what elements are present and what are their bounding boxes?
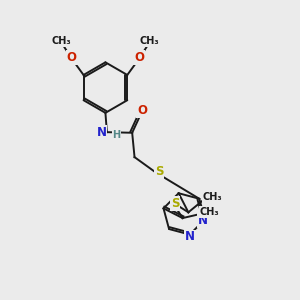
Text: O: O (67, 51, 76, 64)
Text: S: S (155, 166, 163, 178)
Text: CH₃: CH₃ (200, 207, 219, 217)
Text: CH₃: CH₃ (140, 36, 159, 46)
Text: O: O (137, 104, 147, 117)
Text: N: N (185, 230, 195, 244)
Text: H: H (112, 130, 121, 140)
Text: N: N (97, 126, 106, 139)
Text: O: O (134, 51, 144, 64)
Text: S: S (171, 197, 179, 210)
Text: N: N (198, 214, 208, 227)
Text: CH₃: CH₃ (202, 192, 222, 203)
Text: CH₃: CH₃ (51, 36, 71, 46)
